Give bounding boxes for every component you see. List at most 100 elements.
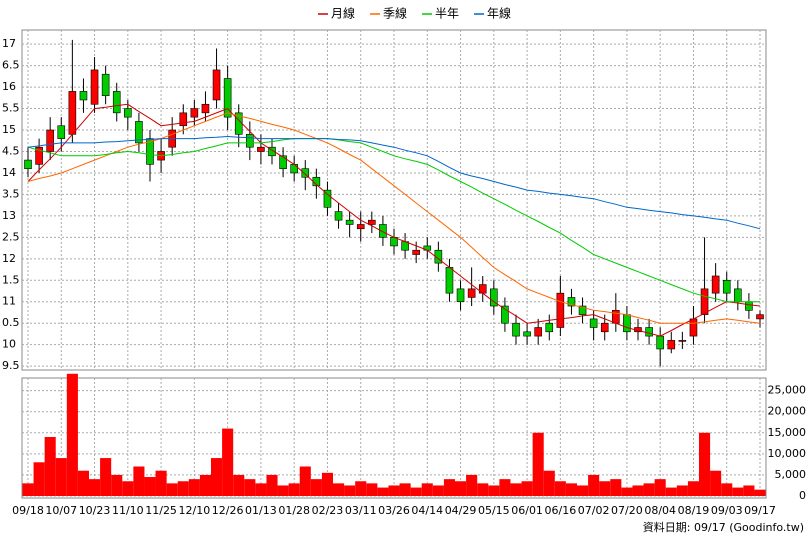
x-tick-label: 11/25 xyxy=(145,504,177,517)
candle-body xyxy=(135,121,143,144)
volume-bar xyxy=(610,479,622,496)
candle-body xyxy=(678,340,687,342)
candle-body xyxy=(257,146,265,152)
volume-bar xyxy=(100,458,112,496)
candle-body xyxy=(368,219,376,225)
candle-body xyxy=(612,310,620,324)
volume-bar xyxy=(510,483,522,496)
volume-bar xyxy=(455,481,467,496)
volume-bar xyxy=(721,483,733,496)
x-tick-label: 06/01 xyxy=(511,504,543,517)
volume-bar xyxy=(77,470,89,496)
volume-bar xyxy=(643,483,655,496)
y-tick-label: 3.5 xyxy=(2,187,20,200)
volume-bar xyxy=(344,485,356,496)
candle-body xyxy=(190,108,199,118)
candle-body xyxy=(356,224,365,230)
candle-body xyxy=(589,318,598,328)
volume-bar xyxy=(222,428,234,496)
x-tick-label: 10/07 xyxy=(45,504,77,517)
volume-bar xyxy=(488,485,500,496)
volume-bar xyxy=(277,485,289,496)
volume-bar xyxy=(299,466,311,496)
y2-tick-label: 0 xyxy=(799,489,806,502)
y-tick-label: 9.5 xyxy=(2,359,20,372)
candle-body xyxy=(334,211,343,221)
volume-bar xyxy=(133,466,145,496)
candle-body xyxy=(490,288,498,307)
candle-body xyxy=(534,327,542,337)
x-tick-label: 04/14 xyxy=(411,504,443,517)
volume-bar xyxy=(244,479,256,496)
volume-bar xyxy=(554,481,566,496)
volume-bar xyxy=(266,474,278,496)
y-tick-label: 5.5 xyxy=(2,102,20,115)
volume-bar xyxy=(588,474,600,496)
volume-bar xyxy=(144,477,156,496)
x-tick-label: 08/04 xyxy=(644,504,676,517)
x-tick-label: 09/17 xyxy=(744,504,776,517)
candle-body xyxy=(734,288,742,303)
y-tick-label: 12 xyxy=(2,252,16,265)
volume-bar xyxy=(355,481,367,496)
volume-bar xyxy=(443,479,455,496)
candle-body xyxy=(345,219,354,225)
candle-body xyxy=(179,112,188,127)
volume-bar xyxy=(122,481,134,496)
candle-body xyxy=(689,318,698,337)
y-tick-label: 11 xyxy=(2,295,16,308)
candle-body xyxy=(711,275,720,294)
legend-label: 月線 xyxy=(331,6,355,21)
volume-bar xyxy=(310,479,322,496)
x-tick-label: 10/23 xyxy=(79,504,111,517)
x-tick-label: 12/10 xyxy=(179,504,211,517)
candle-body xyxy=(146,138,154,165)
x-tick-label: 02/23 xyxy=(312,504,344,517)
y-tick-label: 14 xyxy=(2,166,16,179)
volume-bar xyxy=(621,487,633,496)
volume-bar xyxy=(377,487,389,496)
volume-bar xyxy=(22,483,34,496)
candle-body xyxy=(456,288,465,303)
candle-body xyxy=(124,108,132,118)
volume-bar xyxy=(188,479,200,496)
volume-bar xyxy=(577,485,589,496)
y2-tick-label: 10,000 xyxy=(768,447,807,460)
x-tick-label: 06/16 xyxy=(545,504,577,517)
x-tick-label: 12/26 xyxy=(212,504,244,517)
legend-label: 年線 xyxy=(487,6,511,21)
candle-body xyxy=(567,297,576,307)
y-tick-label: 1.5 xyxy=(2,273,20,286)
candle-body xyxy=(645,327,653,337)
x-tick-label: 09/03 xyxy=(711,504,743,517)
volume-bar xyxy=(55,458,67,496)
x-tick-label: 03/26 xyxy=(378,504,410,517)
volume-bar xyxy=(288,483,300,496)
volume-bar xyxy=(399,483,411,496)
candle-body xyxy=(35,146,43,165)
volume-bar xyxy=(321,472,333,496)
candle-body xyxy=(379,224,387,238)
candle-body xyxy=(745,301,753,311)
volume-bar xyxy=(599,481,611,496)
volume-bar xyxy=(199,474,211,496)
candle-body xyxy=(501,305,509,324)
moving-average-line xyxy=(27,138,760,303)
candle-body xyxy=(212,69,221,101)
candle-body xyxy=(57,125,66,139)
volume-bar xyxy=(477,483,489,496)
volume-bar xyxy=(710,470,722,496)
candle-body xyxy=(556,292,565,328)
y2-tick-label: 15,000 xyxy=(768,426,807,439)
candle-body xyxy=(101,73,110,96)
volume-bar xyxy=(366,483,378,496)
volume-bar xyxy=(155,470,167,496)
candle-body xyxy=(600,322,609,333)
candle-body xyxy=(46,129,54,152)
candle-body xyxy=(90,69,99,105)
candle-body xyxy=(24,159,32,169)
volume-bar xyxy=(388,485,400,496)
volume-bar xyxy=(499,479,511,496)
